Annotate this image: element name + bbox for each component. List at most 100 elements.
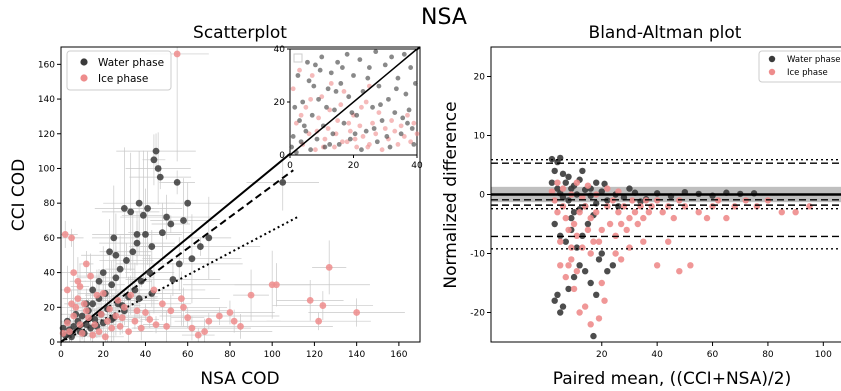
- inset-x-tick-label: 0: [287, 161, 293, 171]
- ba-ice-point: [584, 226, 592, 234]
- inset-water-point: [387, 144, 393, 150]
- inset-ice-point: [328, 81, 334, 86]
- ice-point: [118, 314, 126, 322]
- ice-point: [306, 296, 314, 304]
- ba-legend-ice-marker: [768, 68, 776, 76]
- legend-ice-marker: [80, 74, 88, 82]
- ba-axes-ticks: 20 40 60 80 100 -20 -10 0 10 20: [470, 73, 832, 361]
- ba-water-point: [551, 220, 558, 228]
- inset-ice-point: [370, 120, 375, 126]
- ba-x-tick-label: 100: [815, 350, 832, 360]
- ice-point: [315, 317, 323, 325]
- ba-ice-point: [615, 209, 622, 216]
- water-point: [99, 269, 107, 276]
- inset-ice-point: [392, 128, 398, 134]
- inset-x-tick-label: 40: [411, 161, 423, 171]
- agreement-lines: [491, 158, 841, 250]
- x-tick-label: 140: [348, 350, 365, 360]
- inset-ice-point: [398, 123, 404, 129]
- water-point: [158, 229, 166, 237]
- inset-water-point: [378, 102, 383, 108]
- ba-ice-point: [778, 209, 785, 216]
- inset-ice-point: [365, 144, 371, 150]
- ba-ice-point: [590, 238, 597, 245]
- water-point: [123, 257, 130, 264]
- ice-point: [120, 303, 128, 311]
- water-point: [154, 165, 162, 172]
- ba-ice-point: [573, 179, 581, 186]
- ba-ice-point: [593, 209, 600, 216]
- water-point: [70, 322, 78, 330]
- ba-ice-point: [579, 244, 586, 251]
- ice-point: [106, 305, 113, 313]
- ice-point: [158, 300, 166, 308]
- ba-water-point: [576, 262, 583, 269]
- ice-point: [177, 295, 185, 303]
- inset-ice-point: [347, 128, 353, 134]
- ice-point: [230, 317, 238, 325]
- ba-ice-point: [576, 209, 583, 216]
- inset-ice-point: [313, 147, 318, 153]
- water-point: [131, 286, 139, 294]
- scatter-axes-ticks: 0 20 40 60 80 100 120 140 160 0 20 40 60 80 100 120 140 1…: [38, 60, 408, 360]
- inset-water-point: [401, 51, 407, 57]
- y-tick-label: 80: [44, 199, 56, 209]
- ba-ice-point: [714, 197, 722, 204]
- ba-ice-point: [629, 197, 636, 204]
- x-tick-label: 60: [182, 350, 194, 360]
- inset-ice-point: [297, 67, 302, 73]
- inset-water-point: [370, 104, 375, 110]
- inset-water-point: [349, 110, 355, 115]
- ice-point: [82, 307, 90, 315]
- inset-water-point: [393, 86, 399, 92]
- ba-water-point: [584, 220, 592, 228]
- inset-water-point: [308, 147, 314, 153]
- x-tick-label: 20: [98, 350, 110, 360]
- scatter-legend: Water phase Ice phase: [66, 50, 172, 91]
- ba-ice-point: [665, 238, 672, 245]
- ba-y-tick-label: -20: [470, 309, 485, 319]
- ba-water-point: [565, 173, 572, 180]
- inset-water-point: [295, 73, 301, 78]
- ba-ice-point: [623, 226, 630, 234]
- ba-water-point: [593, 291, 600, 298]
- inset-ice-point: [363, 99, 369, 105]
- ice-point: [325, 263, 333, 271]
- y-tick-label: 40: [44, 269, 56, 279]
- inset-water-point: [347, 136, 353, 142]
- water-point: [133, 231, 141, 238]
- water-point: [95, 277, 103, 285]
- ba-ice-point: [570, 220, 578, 228]
- ice-point: [97, 310, 105, 318]
- figure-title: NSA: [421, 5, 467, 30]
- scatter-xlabel: NSA COD: [200, 369, 279, 389]
- inset-ice-point: [293, 120, 299, 126]
- ba-water-point: [570, 273, 578, 281]
- inset-water-point: [398, 131, 404, 137]
- ba-x-tick-label: 40: [651, 350, 663, 360]
- ba-ice-point: [612, 250, 619, 257]
- ice-point: [150, 286, 158, 294]
- scatter-plot-frame: [60, 46, 421, 343]
- ba-y-tick-label: 20: [474, 73, 486, 83]
- water-point: [173, 178, 181, 186]
- inset-water-point: [328, 70, 334, 76]
- ba-water-point: [595, 256, 603, 263]
- y-tick-label: 60: [44, 234, 56, 244]
- ba-ice-point: [557, 262, 564, 269]
- inset-water-point: [341, 120, 347, 126]
- inset-water-point: [374, 139, 380, 145]
- ba-water-point: [548, 179, 556, 186]
- ba-water-point: [598, 250, 605, 257]
- ba-ice-point: [634, 220, 641, 228]
- ba-ice-point: [659, 209, 666, 216]
- ice-point: [237, 322, 244, 330]
- ba-ice-point: [703, 214, 711, 222]
- inset-water-point: [297, 118, 302, 123]
- water-point: [116, 265, 124, 273]
- inset-ice-point: [354, 144, 360, 150]
- ba-ice-point: [576, 309, 583, 316]
- inset-water-point: [309, 112, 315, 118]
- inset-ice-point: [316, 115, 321, 121]
- ice-point: [68, 234, 75, 242]
